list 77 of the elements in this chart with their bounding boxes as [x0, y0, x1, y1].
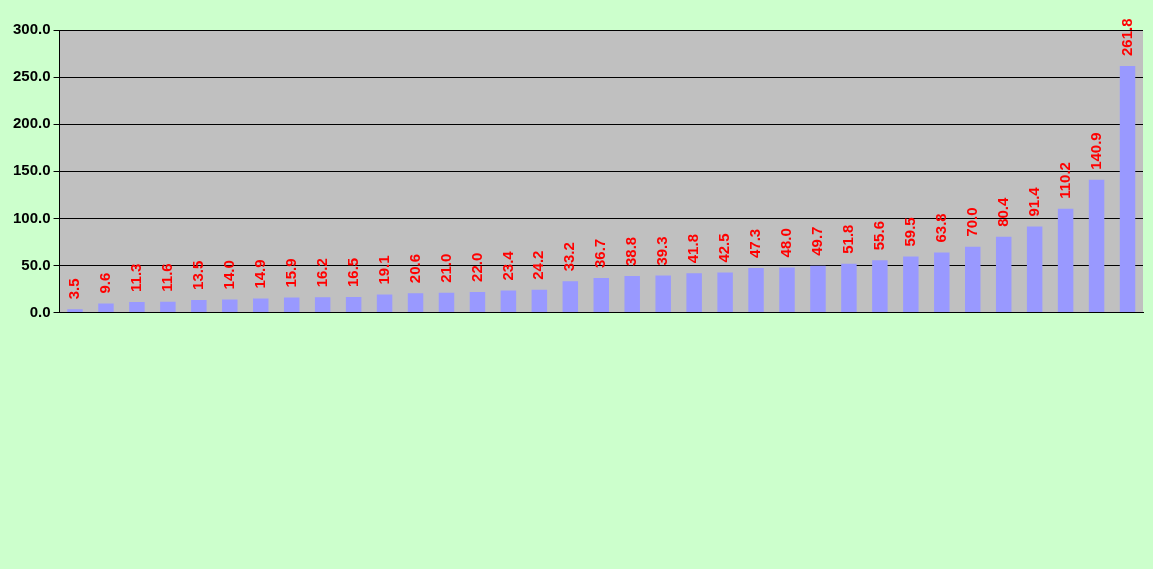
bar	[283, 297, 300, 313]
bar	[500, 290, 517, 313]
data-label: 9.6	[96, 272, 114, 294]
bar	[995, 236, 1012, 313]
data-label: 16.5	[343, 257, 361, 288]
bar	[686, 273, 702, 313]
bar	[191, 299, 207, 313]
data-label: 11.6	[158, 263, 176, 292]
data-label: 14.0	[219, 260, 237, 290]
bar	[934, 252, 950, 313]
bar	[160, 301, 176, 313]
y-tick-label: 250.0	[12, 67, 51, 85]
data-label: 19.1	[374, 255, 392, 285]
data-label: 33.2	[560, 242, 578, 272]
data-label: 11.3	[127, 263, 145, 292]
data-label: 20.6	[405, 253, 423, 284]
y-tick-label: 100.0	[12, 208, 51, 226]
data-label: 80.4	[993, 197, 1011, 227]
bar	[1057, 208, 1074, 313]
data-label: 51.8	[839, 224, 857, 254]
data-label: 14.9	[250, 259, 268, 289]
bar	[562, 281, 579, 313]
y-tick-label: 300.0	[12, 20, 51, 38]
bar	[407, 293, 424, 313]
data-label: 55.6	[870, 221, 888, 251]
bar	[67, 309, 83, 313]
bar	[253, 298, 269, 313]
bar	[531, 289, 548, 313]
data-label: 24.2	[529, 250, 547, 280]
bar	[1088, 179, 1105, 313]
data-label: 16.2	[312, 258, 330, 288]
data-label: 63.8	[931, 213, 949, 243]
data-label: 23.4	[498, 250, 516, 281]
bar	[655, 275, 671, 313]
bar	[872, 260, 888, 313]
data-label: 47.3	[746, 228, 764, 259]
y-tick-label: 200.0	[12, 114, 51, 132]
data-label: 21.0	[436, 253, 454, 283]
y-tick-label: 50.0	[21, 255, 51, 273]
data-label: 59.5	[900, 217, 918, 247]
bar	[593, 278, 610, 313]
bar	[129, 301, 145, 313]
bar	[717, 272, 733, 313]
bar	[376, 294, 393, 313]
data-label: 48.0	[777, 228, 795, 258]
bar	[624, 276, 640, 313]
data-label: 140.9	[1086, 132, 1104, 170]
bar	[903, 256, 919, 313]
bar	[1026, 226, 1043, 313]
bar	[1119, 65, 1136, 313]
bar	[841, 263, 857, 313]
data-label: 39.3	[653, 236, 671, 266]
data-label: 110.2	[1055, 162, 1073, 199]
data-label: 36.7	[591, 238, 609, 269]
data-label: 70.0	[962, 207, 980, 237]
data-label: 15.9	[281, 258, 299, 288]
data-label: 91.4	[1024, 186, 1042, 217]
data-label: 3.5	[65, 278, 83, 300]
y-tick-label: 0.0	[29, 302, 51, 320]
bar	[222, 299, 238, 313]
data-label: 49.7	[808, 226, 826, 256]
data-label: 42.5	[715, 233, 733, 263]
data-label: 38.8	[622, 236, 640, 267]
data-label: 22.0	[467, 252, 485, 282]
bar	[469, 291, 486, 313]
y-tick-label: 150.0	[12, 161, 51, 179]
bar	[965, 246, 981, 313]
bar	[748, 268, 764, 313]
bar	[345, 297, 362, 313]
bar	[779, 267, 795, 313]
data-label: 261.8	[1117, 18, 1135, 56]
bar	[98, 303, 114, 313]
bar	[314, 297, 331, 313]
data-label: 13.5	[188, 260, 206, 290]
bar	[438, 292, 455, 313]
data-label: 41.8	[684, 234, 702, 264]
bar	[810, 265, 826, 313]
